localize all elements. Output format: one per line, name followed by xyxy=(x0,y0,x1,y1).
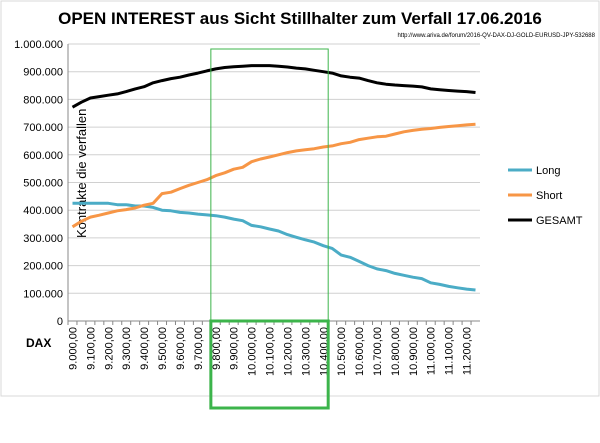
x-tick-label: 9.900,00 xyxy=(229,327,241,370)
x-tick-label: 9.000,00 xyxy=(67,327,79,370)
y-tick-label: 0 xyxy=(57,316,63,328)
x-tick-label: 9.200,00 xyxy=(103,327,115,370)
y-tick-label: 500.000 xyxy=(23,178,63,190)
highlight-layer xyxy=(209,48,330,410)
legend-label-short: Short xyxy=(536,190,562,202)
source-url: http://www.ariva.de/forum/2016-QV-DAX-DJ… xyxy=(397,33,595,39)
y-tick-label: 1.000.000 xyxy=(14,39,63,51)
x-tick-label: 11.100,00 xyxy=(444,327,456,375)
y-tick-label: 100.000 xyxy=(23,288,63,300)
series-line-gesamt xyxy=(71,64,476,109)
x-axis-title: DAX xyxy=(26,336,51,350)
series-layer xyxy=(71,64,476,292)
y-axis: 0 100.000 200.000 300.000 400.000 500.000 600.… xyxy=(14,39,69,328)
chart-title: OPEN INTEREST aus Sicht Stillhalter zum … xyxy=(58,9,542,28)
y-tick-label: 900.000 xyxy=(23,67,63,79)
x-tick-label: 10.900,00 xyxy=(408,327,420,376)
x-tick-label: 10.500,00 xyxy=(336,327,348,376)
y-tick-label: 700.000 xyxy=(23,122,63,134)
x-tick-label: 9.500,00 xyxy=(157,327,169,370)
x-tick-label: 10.200,00 xyxy=(282,327,294,376)
legend-label-gesamt: GESAMT xyxy=(536,215,583,227)
y-axis-title: Kontrakte die verfallen xyxy=(74,109,89,238)
x-axis: 9.000,00 9.100,00 9.200,00 9.300,00 9.400,00… xyxy=(67,320,480,376)
x-tick-label: 9.400,00 xyxy=(139,327,151,370)
x-tick-label: 9.800,00 xyxy=(211,327,223,370)
x-tick-label: 11.200,00 xyxy=(462,327,474,375)
x-tick-label: 9.700,00 xyxy=(193,327,205,370)
highlight-window-labels xyxy=(209,319,330,410)
x-tick-label: 10.700,00 xyxy=(372,327,384,376)
x-tick-label: 10.600,00 xyxy=(354,327,366,376)
series-line-short xyxy=(71,122,476,229)
y-tick-label: 400.000 xyxy=(23,205,63,217)
x-tick-label: 10.100,00 xyxy=(265,327,277,376)
x-tick-label: 10.000,00 xyxy=(247,327,259,376)
x-tick-label: 9.600,00 xyxy=(175,327,187,370)
x-tick-label: 10.300,00 xyxy=(300,327,312,376)
legend: Long Short GESAMT xyxy=(508,165,583,227)
legend-label-long: Long xyxy=(536,165,560,177)
y-tick-label: 300.000 xyxy=(23,233,63,245)
y-tick-label: 200.000 xyxy=(23,261,63,273)
x-tick-label: 9.300,00 xyxy=(121,327,133,370)
x-tick-label: 9.100,00 xyxy=(85,327,97,370)
y-tick-label: 800.000 xyxy=(23,94,63,106)
y-tick-label: 600.000 xyxy=(23,150,63,162)
x-tick-label: 11.000,00 xyxy=(426,327,438,375)
chart-frame xyxy=(0,0,600,397)
x-tick-label: 10.800,00 xyxy=(390,327,402,376)
